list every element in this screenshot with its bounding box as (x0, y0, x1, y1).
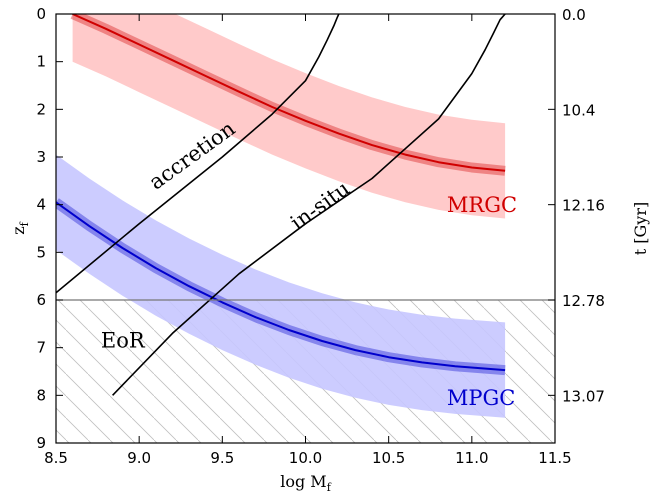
y-tick-label: 7 (36, 339, 46, 357)
mrgc-line (72, 14, 506, 172)
right-tick-label: 10.4 (562, 101, 595, 119)
y-tick-label: 0 (36, 5, 46, 23)
x-tick-label: 10.5 (372, 449, 405, 467)
right-tick-label: 12.78 (562, 292, 605, 310)
y-tick-label: 8 (36, 386, 46, 404)
right-tick-label: 13.07 (562, 387, 605, 405)
annotation-eor: EoR (101, 329, 146, 353)
right-tick-label: 12.16 (562, 197, 605, 215)
accretion-line (56, 14, 340, 294)
x-axis-label: log Mf (280, 472, 331, 494)
x-tick-label: 11.5 (538, 449, 571, 467)
y-tick-label: 1 (36, 53, 46, 71)
y-tick-label: 9 (36, 434, 46, 452)
y-axis-label: zf (9, 221, 31, 234)
x-tick-label: 11.0 (455, 449, 488, 467)
x-tick-label: 8.5 (44, 449, 68, 467)
x-axis-ticks: 8.5 9.0 9.5 10.0 10.5 11.0 11.5 (44, 14, 572, 467)
y-tick-label: 5 (36, 243, 46, 261)
annotation-mrgc: MRGC (447, 193, 517, 217)
y-axis-ticks: 0 1 2 3 4 5 6 7 8 9 (36, 5, 63, 452)
right-axis-label: t [Gyr] (631, 202, 650, 255)
series-lines (56, 14, 506, 396)
in-situ-line (112, 14, 506, 396)
y-tick-label: 4 (36, 196, 46, 214)
mpgc-band (56, 154, 506, 418)
x-tick-label: 10.0 (289, 449, 322, 467)
y-tick-label: 3 (36, 148, 46, 166)
mpgc-line (56, 201, 506, 372)
y-tick-label: 6 (36, 291, 46, 309)
right-axis-ticks: 0.0 10.4 12.16 12.78 13.07 (548, 6, 605, 405)
y-tick-label: 2 (36, 100, 46, 118)
right-tick-label: 0.0 (562, 6, 586, 24)
x-tick-label: 9.0 (127, 449, 151, 467)
annotation-mpgc: MPGC (447, 386, 515, 410)
x-tick-label: 9.5 (210, 449, 234, 467)
annotation-in-situ: in-situ (286, 176, 354, 235)
